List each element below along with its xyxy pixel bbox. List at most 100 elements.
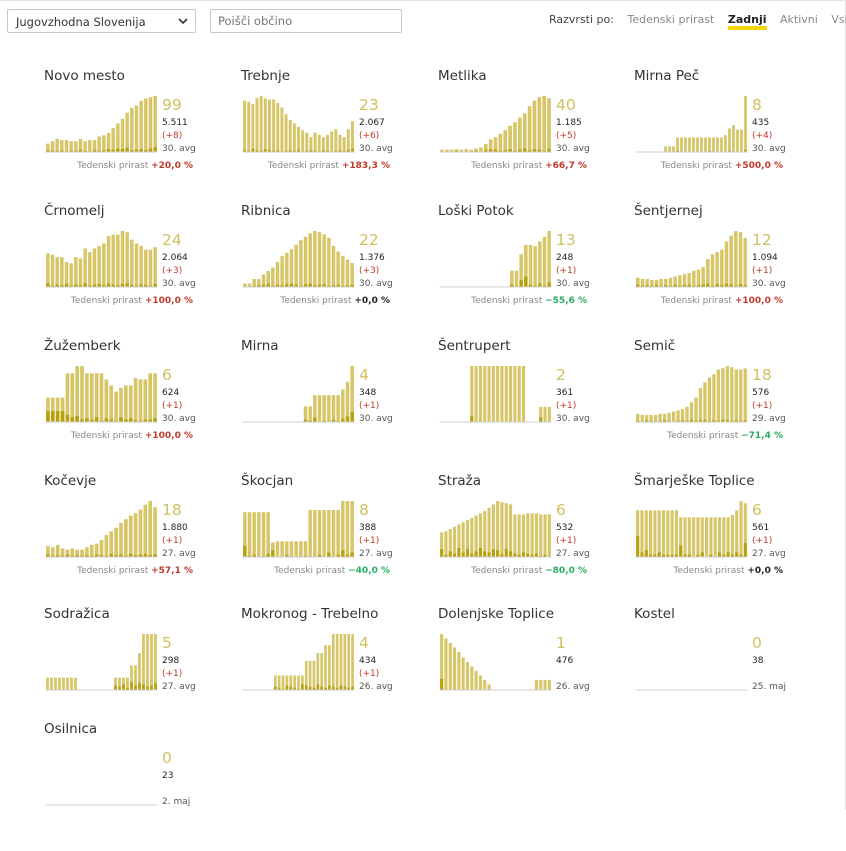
municipality-card[interactable]: Mirna 4 348 (+1) 30. avg xyxy=(241,338,431,468)
new-cases-bar xyxy=(143,553,148,557)
municipality-name: Mokronog - Trebelno xyxy=(241,606,379,622)
municipality-card[interactable]: Šentjernej 12 1.094 (+1) 30. avg Tedenski pri… xyxy=(634,203,824,333)
weekly-growth-label: Tedenski prirast xyxy=(280,296,355,306)
new-cases-bar xyxy=(676,150,679,152)
municipality-card[interactable]: Semič 18 576 (+1) 29. avg Tedenski prirast −7… xyxy=(634,338,824,468)
new-cases-bar xyxy=(454,150,459,152)
active-bar xyxy=(301,130,305,152)
new-cases-bar xyxy=(650,285,654,287)
new-cases-bar xyxy=(263,149,267,152)
new-cases-bar xyxy=(92,284,97,287)
active-bar xyxy=(735,510,739,557)
active-bar xyxy=(303,236,308,287)
new-cases-bar xyxy=(708,150,711,152)
new-cases-bar xyxy=(308,420,312,422)
sort-option-latest[interactable]: Zadnji xyxy=(727,13,767,30)
municipality-card[interactable]: Straža 6 532 (+1) 27. avg Tedenski prirast −8… xyxy=(438,473,628,603)
trend-chart xyxy=(439,501,552,558)
active-bar xyxy=(644,510,648,557)
municipality-card[interactable]: Žužemberk 6 624 (+1) 30. avg Tedenski prirast… xyxy=(44,338,234,468)
municipality-card[interactable]: Mirna Peč 8 435 (+4) 30. avg Tedenski prirast… xyxy=(634,68,824,198)
new-cases-bar xyxy=(138,554,143,557)
total-cases: 5.511 xyxy=(162,118,188,128)
municipality-card[interactable]: Škocjan 8 388 (+1) 27. avg Tedenski prirast −… xyxy=(241,473,431,603)
active-bar xyxy=(148,373,153,422)
new-cases-bar xyxy=(138,683,141,690)
new-cases-bar xyxy=(148,285,153,287)
weekly-growth: Tedenski prirast −71,4 % xyxy=(667,431,783,441)
municipality-card[interactable]: Črnomelj 24 2.064 (+3) 30. avg Tedenski prira… xyxy=(44,203,234,333)
weekly-growth-label: Tedenski prirast xyxy=(77,161,152,171)
municipality-card[interactable]: Metlika 40 1.185 (+5) 30. avg Tedenski priras… xyxy=(438,68,628,198)
active-bar xyxy=(664,146,667,152)
new-cases-bar xyxy=(335,687,339,690)
weekly-growth-value: +0,0 % xyxy=(354,296,390,306)
municipality-card[interactable]: Šentrupert 2 361 (+1) 30. avg xyxy=(438,338,628,468)
active-bar xyxy=(277,675,281,690)
municipality-card[interactable]: Kočevje 18 1.880 (+1) 27. avg Tedenski priras… xyxy=(44,473,234,603)
new-cases-bar xyxy=(539,417,543,422)
new-cases-bar xyxy=(734,420,738,422)
new-cases-bar xyxy=(116,148,120,152)
sort-option-weekly[interactable]: Tedenski prirast xyxy=(627,13,715,26)
active-bar xyxy=(534,679,538,690)
total-cases: 1.185 xyxy=(556,118,582,128)
active-bar xyxy=(444,149,449,152)
municipality-search-input[interactable] xyxy=(210,9,402,33)
new-cases-bar xyxy=(297,149,300,152)
active-bar xyxy=(687,517,691,557)
active-bar xyxy=(517,514,521,557)
active-bar xyxy=(133,513,138,557)
new-cases-bar xyxy=(327,552,331,557)
new-cases-bar xyxy=(97,283,101,287)
weekly-growth-value: +66,7 % xyxy=(545,161,587,171)
new-cases-bar xyxy=(261,555,266,557)
active-bar xyxy=(474,366,478,422)
active-bar xyxy=(509,366,513,422)
active-bar xyxy=(700,517,704,557)
active-bar xyxy=(55,544,60,557)
municipality-card[interactable]: Ribnica 22 1.376 (+3) 30. avg Tedenski priras… xyxy=(241,203,431,333)
municipality-card[interactable]: Novo mesto 99 5.511 (+8) 30. avg Tedenski pri… xyxy=(44,68,234,198)
active-bar xyxy=(448,529,452,557)
municipality-card[interactable]: Kostel 0 38 25. maj xyxy=(634,606,824,736)
active-bar xyxy=(736,129,739,152)
active-bar xyxy=(692,137,695,152)
active-bar xyxy=(705,517,709,557)
new-cases-bar xyxy=(154,683,157,690)
active-bar xyxy=(671,411,676,422)
new-cases-bar xyxy=(542,150,547,152)
municipality-card[interactable]: Trebnje 23 2.067 (+6) 30. avg Tedenski priras… xyxy=(241,68,431,198)
active-bar xyxy=(526,513,530,557)
active-bar xyxy=(514,270,519,287)
active-bar xyxy=(331,245,336,287)
active-bar xyxy=(716,369,721,422)
municipality-card[interactable]: Sodražica 5 298 (+1) 27. avg xyxy=(44,606,234,736)
new-cases-bar xyxy=(313,285,317,287)
new-cases-bar xyxy=(336,284,340,287)
active-bar xyxy=(257,279,261,287)
municipality-card[interactable]: Loški Potok 13 248 (+1) 30. avg Tedenski prir… xyxy=(438,203,628,333)
trend-chart xyxy=(45,96,158,153)
region-select[interactable]: Jugovzhodna Slovenija xyxy=(7,9,196,33)
active-bar xyxy=(474,515,478,557)
municipality-card[interactable]: Dolenjske Toplice 1 476 26. avg xyxy=(438,606,628,736)
active-bar xyxy=(64,140,69,152)
active-bar xyxy=(668,277,673,287)
active-bar xyxy=(645,278,649,287)
sort-option-active[interactable]: Aktivni xyxy=(780,13,818,26)
active-bar xyxy=(510,270,514,287)
active-bar xyxy=(496,501,500,557)
sort-option-all[interactable]: Vsi xyxy=(831,13,846,26)
active-bar xyxy=(55,397,60,422)
municipality-card[interactable]: Šmarješke Toplice 6 561 (+1) 27. avg Tedenski… xyxy=(634,473,824,603)
active-bar xyxy=(453,526,457,557)
active-bar xyxy=(341,501,345,557)
new-cases-bar xyxy=(496,550,500,557)
weekly-growth: Tedenski prirast +66,7 % xyxy=(471,161,587,171)
municipality-card[interactable]: Osilnica 0 23 2. maj xyxy=(44,721,234,851)
new-cases-bar xyxy=(284,150,288,152)
active-bar xyxy=(493,137,498,152)
active-bar xyxy=(50,141,55,152)
municipality-card[interactable]: Mokronog - Trebelno 4 434 (+1) 26. avg xyxy=(241,606,431,736)
